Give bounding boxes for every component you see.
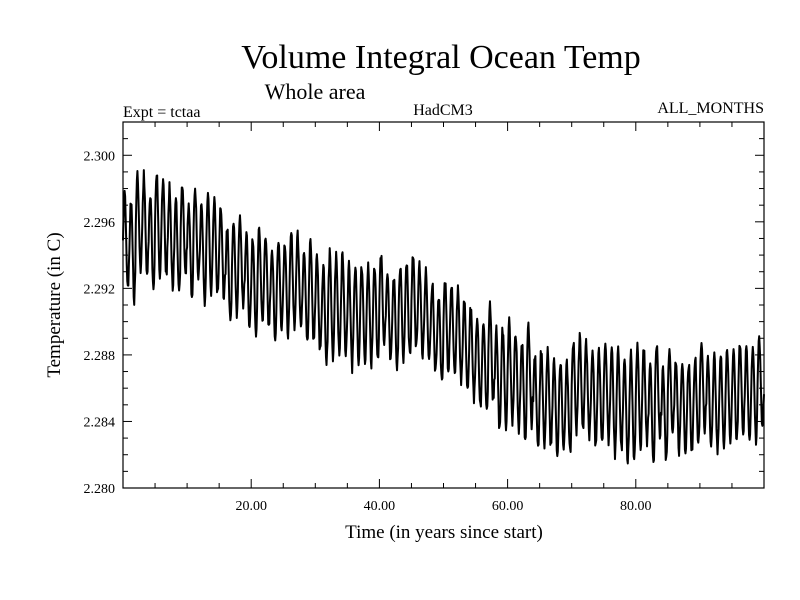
x-tick-label: 80.00 (620, 499, 652, 514)
y-axis-ticks: 2.280 2.284 2.288 2.292 2.296 2.300 (84, 121, 764, 497)
chart-subtitle: Whole area (265, 79, 366, 104)
model-label: HadCM3 (413, 102, 473, 119)
chart-title: Volume Integral Ocean Temp (241, 39, 641, 76)
x-tick-label: 20.00 (235, 499, 267, 514)
y-tick-label: 2.284 (84, 415, 116, 430)
x-tick-label: 40.00 (364, 499, 396, 514)
y-tick-label: 2.296 (84, 216, 116, 231)
x-axis-ticks: 20.00 40.00 60.00 80.00 (154, 122, 733, 514)
months-label: ALL_MONTHS (657, 100, 764, 117)
y-tick-label: 2.280 (84, 482, 116, 497)
y-tick-label: 2.300 (84, 149, 116, 164)
x-axis-label: Time (in years since start) (345, 522, 543, 543)
y-tick-label: 2.292 (84, 282, 116, 297)
plot-frame (122, 121, 765, 489)
experiment-label: Expt = tctaa (123, 104, 200, 121)
x-tick-label: 60.00 (492, 499, 524, 514)
y-tick-label: 2.288 (84, 349, 116, 364)
temperature-series-line (122, 169, 765, 465)
y-axis-label: Temperature (in C) (44, 232, 65, 377)
